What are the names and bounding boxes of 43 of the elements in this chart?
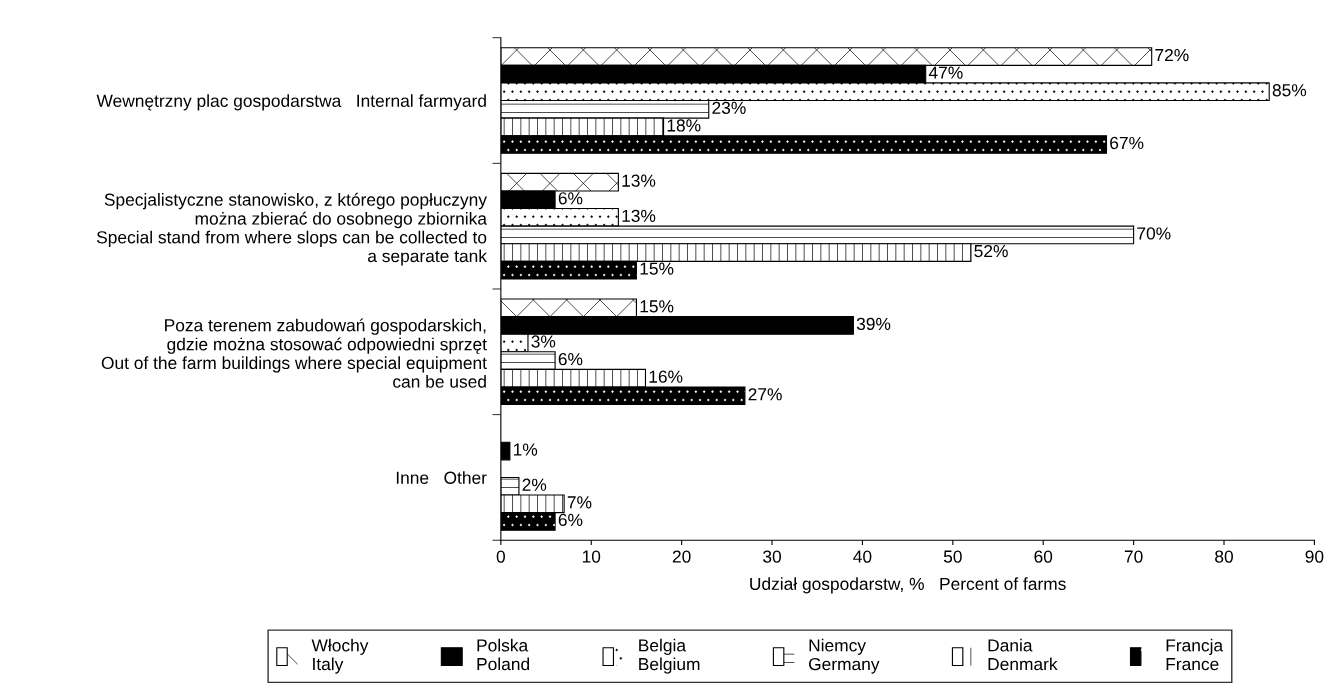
x-tick-label: 40: [853, 550, 872, 563]
y-tick-label: Inne Other: [396, 471, 487, 484]
data-label: 72%: [1155, 48, 1189, 62]
legend-label: Polska Poland: [477, 638, 530, 671]
x-tick-label: 50: [943, 550, 962, 563]
x-tick-label: 70: [1124, 550, 1143, 563]
x-axis-title: Udział gospodarstw, % Percent of farms: [750, 577, 1066, 594]
data-label: 27%: [748, 388, 782, 401]
data-label: 15%: [640, 262, 674, 275]
data-label: 7%: [567, 496, 592, 509]
data-label: 16%: [649, 370, 683, 383]
x-tick-label: 0: [496, 550, 505, 563]
data-label: 67%: [1110, 136, 1144, 150]
data-label: 6%: [558, 513, 583, 527]
x-tick-label: 30: [763, 550, 782, 563]
data-label: 85%: [1272, 84, 1307, 97]
data-label: 47%: [928, 66, 963, 79]
data-label: 18%: [667, 119, 701, 132]
legend-label: Włochy Italy: [311, 638, 369, 674]
data-label: 39%: [856, 317, 891, 331]
data-label: 1%: [513, 443, 538, 456]
y-tick-label: Specjalistyczne stanowisko, z którego popłuczyny można zbierać do osobnego zbiornika Special stand from where slops can be collected to a separate tank: [96, 192, 487, 266]
data-label: 70%: [1137, 227, 1171, 240]
legend-label: Niemcy Germany: [809, 638, 880, 674]
legend-label: Dania Denmark: [988, 638, 1058, 671]
data-label: 23%: [712, 101, 746, 114]
x-tick-label: 20: [672, 550, 691, 563]
data-label: 13%: [622, 209, 656, 223]
x-tick-label: 60: [1034, 550, 1053, 563]
data-label: 6%: [558, 192, 583, 205]
data-label: 15%: [640, 300, 674, 313]
x-tick-label: 90: [1305, 550, 1324, 563]
legend-label: Belgia Belgium: [639, 638, 700, 674]
x-tick-label: 10: [582, 550, 601, 563]
y-tick-label: Wewnętrzny plac gospodarstwa Internal farmyard: [96, 94, 486, 111]
data-label: 13%: [622, 174, 656, 187]
y-tick-label: Poza terenem zabudowań gospodarskich, gdzie można stosować odpowiedni sprzęt Out of the farm buildings where special equipment can be used: [101, 318, 487, 388]
data-label: 52%: [974, 244, 1008, 258]
data-label: 2%: [522, 478, 547, 491]
data-label: 3%: [531, 335, 556, 348]
legend-label: Francja France: [1166, 638, 1224, 671]
x-tick-label: 80: [1215, 550, 1233, 563]
data-label: 6%: [558, 352, 583, 366]
